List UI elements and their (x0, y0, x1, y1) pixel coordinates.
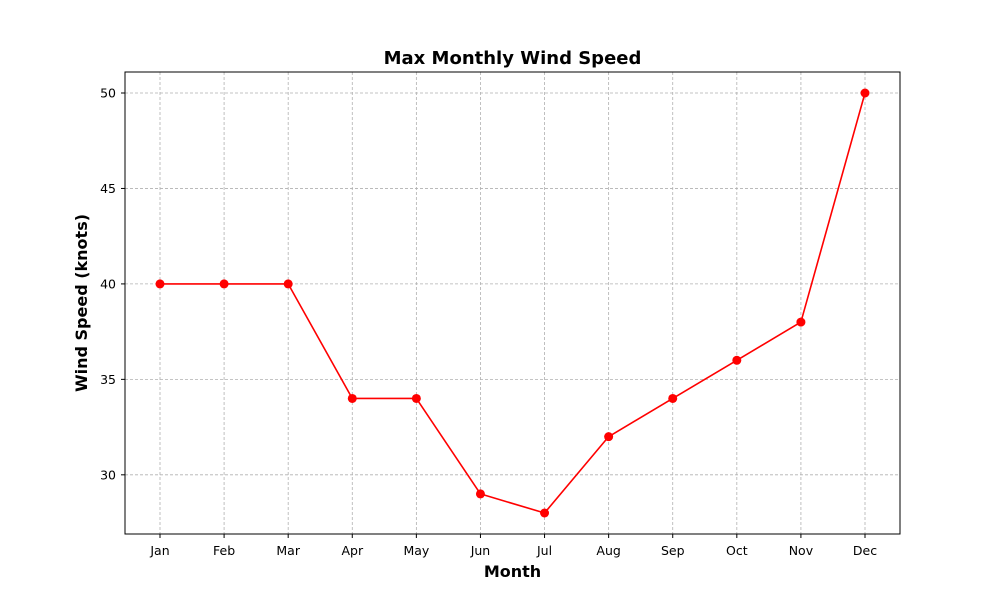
grid (125, 72, 900, 534)
data-point-sep (668, 393, 678, 403)
y-axis-label: Wind Speed (knots) (72, 214, 91, 392)
data-series (155, 88, 870, 518)
y-tick-label: 45 (100, 181, 116, 196)
data-point-oct (732, 355, 742, 365)
x-tick-label: Nov (789, 543, 814, 558)
x-tick-label: Mar (276, 543, 300, 558)
data-point-may (411, 393, 421, 403)
y-tick-label: 35 (100, 372, 116, 387)
x-tick-label: Dec (853, 543, 877, 558)
x-tick-label: Sep (661, 543, 685, 558)
data-point-jan (155, 279, 165, 289)
data-point-jun (475, 489, 485, 499)
plot-area-frame (124, 71, 901, 535)
x-tick-label: Apr (341, 543, 363, 558)
y-tick-label: 30 (100, 467, 116, 482)
x-tick-label: May (403, 543, 429, 558)
x-tick-label: Oct (726, 543, 748, 558)
y-tick-label: 50 (100, 86, 116, 101)
x-tick-label: Feb (213, 543, 235, 558)
data-point-nov (796, 317, 806, 327)
data-point-dec (860, 88, 870, 98)
x-tick-label: Jun (470, 543, 491, 558)
data-point-apr (347, 393, 357, 403)
data-point-jul (540, 508, 550, 518)
axis-ticks: Jan Feb Mar Apr May Jun Jul Aug Sep Oct Nov Dec 30 35… (100, 86, 877, 559)
chart-title: Max Monthly Wind Speed (384, 48, 642, 69)
x-tick-label: Jan (149, 543, 169, 558)
y-tick-label: 40 (100, 276, 116, 291)
x-axis-label: Month (484, 562, 541, 581)
series-line (159, 92, 866, 514)
data-point-aug (604, 432, 614, 442)
data-point-mar (283, 279, 293, 289)
x-tick-label: Aug (596, 543, 620, 558)
x-tick-label: Jul (536, 543, 552, 558)
data-point-feb (219, 279, 229, 289)
